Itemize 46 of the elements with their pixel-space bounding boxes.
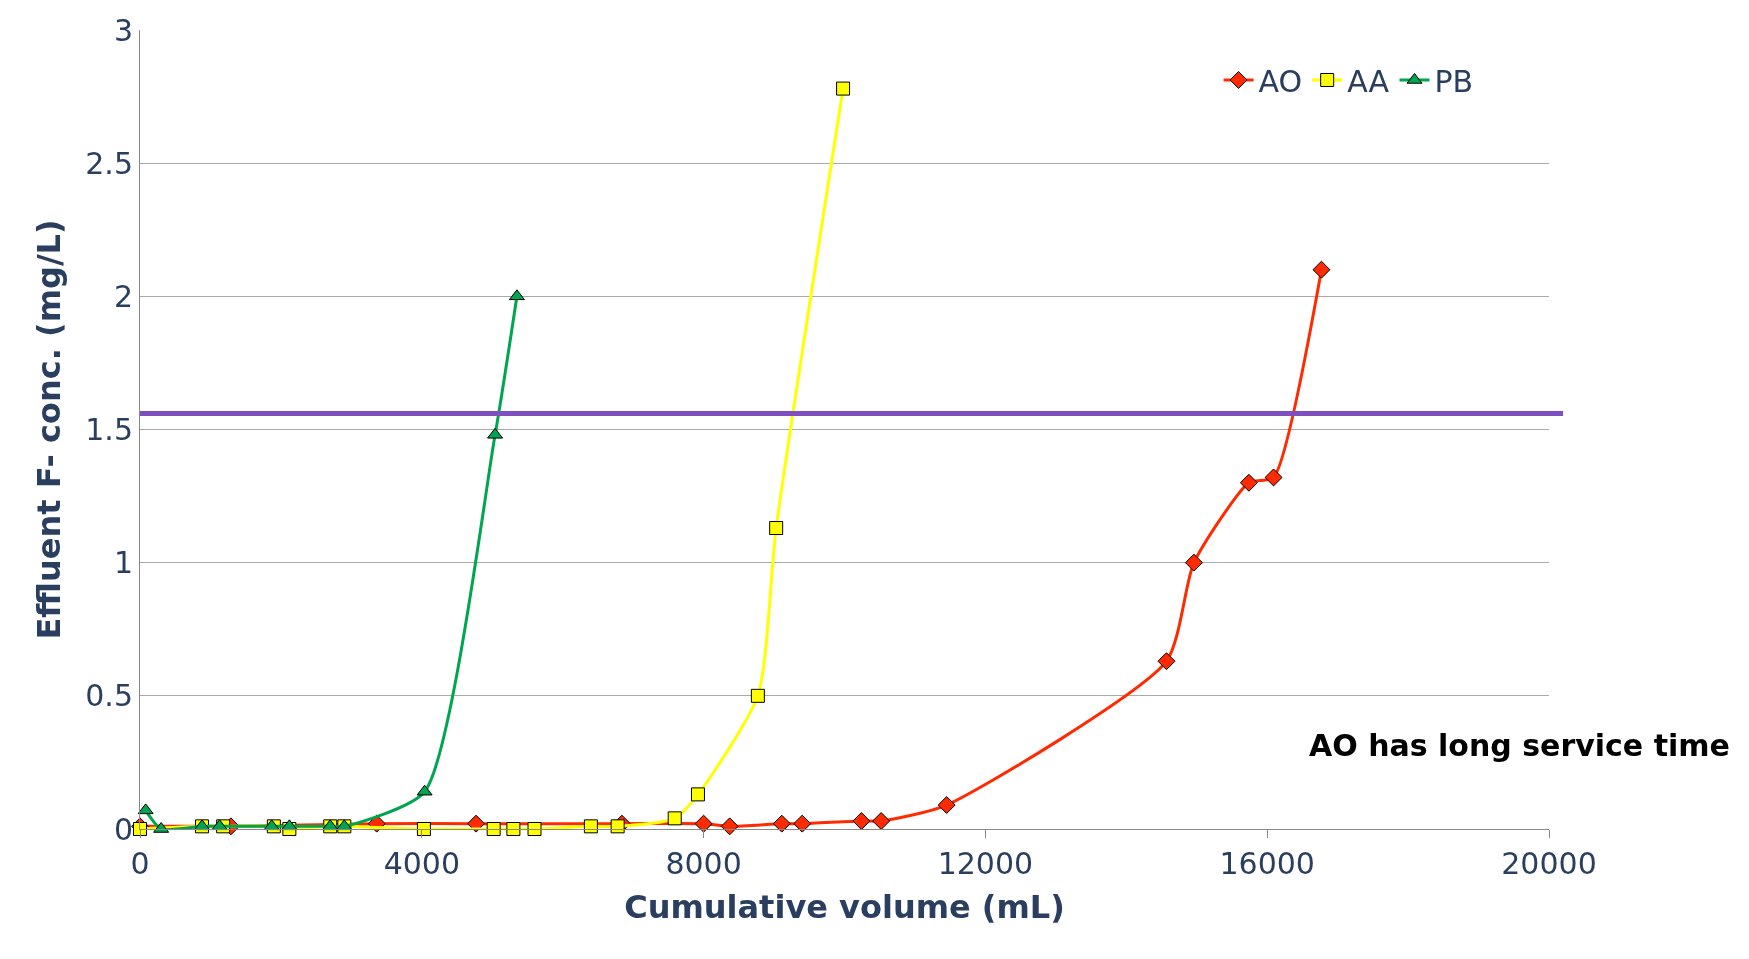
x-tick-label: 8000 — [665, 846, 742, 881]
point — [487, 427, 504, 439]
y-tick-label: 1 — [113, 545, 133, 581]
point — [772, 814, 791, 833]
x-tick-label: 16000 — [1219, 846, 1315, 881]
x-tick-label: 4000 — [383, 846, 460, 881]
y-axis-title: Effluent F- conc. (mg/L) — [29, 219, 68, 640]
y-tick-label: 2.5 — [85, 145, 133, 181]
x-axis-title: Cumulative volume (mL) — [624, 887, 1065, 926]
point — [416, 784, 433, 796]
point — [937, 796, 956, 814]
point — [137, 803, 154, 815]
point — [872, 812, 891, 830]
point — [506, 822, 521, 836]
legend-label: AA — [1347, 63, 1390, 99]
point — [610, 819, 625, 834]
point — [508, 289, 525, 301]
y-tick-label: 1.5 — [85, 412, 133, 447]
point — [667, 811, 682, 826]
point — [1184, 553, 1203, 572]
point — [836, 81, 851, 96]
point — [694, 814, 713, 833]
point — [1312, 260, 1331, 279]
point — [1264, 468, 1283, 487]
point — [467, 814, 485, 833]
y-tick-label: 3 — [113, 12, 133, 48]
point — [1239, 473, 1258, 492]
point — [1157, 652, 1176, 671]
point — [486, 822, 501, 836]
y-tick-label: 0.5 — [85, 678, 133, 714]
y-tick-label: 2 — [113, 278, 133, 314]
legend-label: AO — [1258, 63, 1303, 99]
point — [720, 817, 739, 836]
point — [769, 521, 784, 536]
y-tick-label: 0 — [113, 811, 133, 847]
point — [583, 819, 598, 834]
x-tick-label: 12000 — [937, 846, 1034, 881]
point — [793, 814, 812, 833]
point — [527, 822, 542, 836]
point — [750, 688, 765, 703]
legend-label: PB — [1434, 63, 1474, 99]
annotation: AO has long service time — [1309, 728, 1730, 763]
point — [416, 822, 431, 836]
x-tick-label: 20000 — [1501, 846, 1597, 881]
point — [690, 787, 705, 802]
point — [852, 812, 871, 830]
